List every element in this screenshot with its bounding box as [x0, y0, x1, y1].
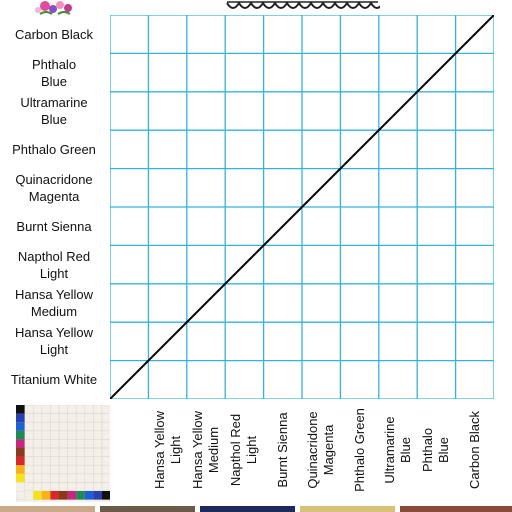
- thumbnail-swatch: [16, 482, 25, 491]
- thumbnail-swatch: [16, 430, 25, 440]
- thumbnail-swatch: [59, 491, 68, 500]
- column-label-text: Ultramarine Blue: [382, 416, 413, 484]
- scalloped-border-decoration: [226, 1, 380, 9]
- column-label: Hansa Yellow Light: [152, 404, 183, 496]
- row-label: Phthalo Green: [12, 141, 96, 157]
- row-label: Phthalo Blue: [31, 56, 77, 89]
- column-label: Phthalo Green: [350, 404, 370, 496]
- row-label: Carbon Black: [14, 26, 94, 42]
- column-label-text: Quinacridone Magenta: [305, 411, 337, 489]
- row-label: Burnt Sienna: [16, 218, 92, 234]
- row-label: Hansa Yellow Medium: [14, 287, 94, 319]
- column-label: Napthol Red Light: [228, 404, 259, 496]
- photo-strip: [0, 506, 512, 512]
- color-mixing-grid: [110, 15, 494, 399]
- column-label: Ultramarine Blue: [382, 404, 413, 496]
- thumbnail-swatch: [76, 491, 85, 500]
- thumbnail-swatch: [16, 405, 25, 414]
- column-label-text: Phthalo Blue: [420, 427, 452, 473]
- flower-decoration-icon: [35, 1, 72, 15]
- thumbnail-swatch: [16, 456, 25, 466]
- thumbnail-swatch: [16, 473, 25, 483]
- column-label: Phthalo Blue: [420, 404, 451, 496]
- column-label-text: Hansa Yellow Light: [151, 410, 183, 490]
- thumbnail-swatch: [84, 491, 94, 500]
- diagonal-line: [110, 15, 494, 399]
- column-label-text: Hansa Yellow Medium: [190, 410, 221, 490]
- column-label: Hansa Yellow Medium: [190, 404, 221, 496]
- column-label: Carbon Black: [465, 404, 485, 496]
- column-label-text: Napthol Red Light: [228, 413, 260, 487]
- thumbnail-swatch: [102, 491, 110, 500]
- row-label: Hansa Yellow Light: [14, 325, 94, 358]
- thumbnail-swatch: [16, 448, 25, 457]
- thumbnail-swatch: [93, 491, 102, 500]
- thumbnail-swatch: [16, 465, 25, 474]
- column-label: Burnt Sienna: [273, 404, 293, 496]
- thumbnail-swatch: [67, 491, 77, 500]
- thumbnail-swatch: [50, 491, 59, 500]
- thumbnail-swatch: [33, 491, 42, 500]
- grid-lines: [110, 15, 494, 399]
- thumbnail-swatch: [16, 413, 25, 423]
- painted-chart-thumbnail: [16, 405, 110, 502]
- column-label-text: Phthalo Green: [351, 408, 367, 492]
- column-label: Quinacridone Magenta: [305, 404, 336, 496]
- row-label: Titanium White: [10, 372, 98, 388]
- thumbnail-swatch: [41, 491, 51, 500]
- thumbnail-swatch: [24, 491, 34, 500]
- column-label-text: Carbon Black: [466, 410, 482, 490]
- column-label-text: Burnt Sienna: [274, 412, 290, 488]
- thumbnail-swatch: [16, 422, 25, 431]
- thumbnail-swatch: [16, 439, 25, 448]
- row-label: Quinacridone Magenta: [15, 171, 93, 204]
- row-label: Napthol Red Light: [17, 248, 91, 281]
- row-label: Ultramarine Blue: [20, 95, 88, 127]
